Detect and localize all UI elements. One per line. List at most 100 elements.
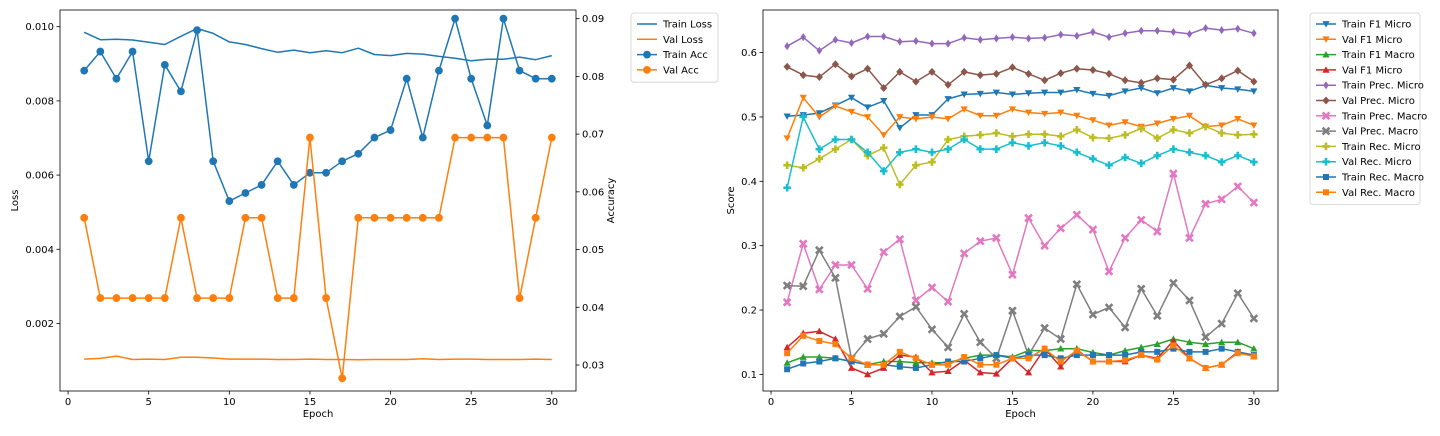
x-tick-label: 0 (65, 397, 71, 408)
data-point (1201, 199, 1210, 209)
data-point (451, 133, 459, 142)
legend-item: Train F1 Macro (1316, 50, 1415, 61)
data-point (1233, 182, 1243, 191)
data-point (1217, 129, 1226, 137)
data-point (782, 297, 792, 307)
data-point (944, 96, 952, 103)
data-point (879, 144, 888, 152)
data-point (815, 353, 823, 360)
data-point (913, 37, 919, 46)
data-point (1041, 345, 1048, 352)
data-point (322, 168, 330, 177)
data-point (1105, 69, 1113, 78)
data-point (1008, 270, 1017, 279)
data-point (1249, 314, 1259, 323)
data-point (1233, 131, 1242, 139)
legend-label: Train F1 Macro (1341, 50, 1415, 61)
data-point (1153, 90, 1161, 97)
data-point (993, 361, 1000, 368)
legend-marker (643, 66, 651, 74)
data-point (1218, 85, 1226, 92)
y-tick-label: 0.5 (741, 112, 757, 123)
data-point (864, 32, 871, 41)
data-point (1185, 233, 1194, 243)
data-point (1089, 133, 1097, 142)
legend-label: Val Prec. Micro (1342, 96, 1415, 107)
data-point (912, 145, 920, 153)
data-point (483, 133, 492, 142)
legend-marker (1322, 36, 1330, 43)
data-point (1122, 29, 1128, 38)
data-point (912, 359, 920, 366)
data-point (1089, 352, 1096, 359)
data-point (1008, 91, 1017, 99)
data-point (975, 236, 985, 246)
data-point (799, 71, 807, 80)
data-point (1218, 345, 1225, 352)
series-2-7 (782, 169, 1259, 307)
x-axis-label: Epoch (1005, 409, 1036, 420)
data-point (848, 355, 855, 362)
legend-marker (1322, 66, 1330, 73)
series-1-4 (80, 133, 556, 383)
data-point (1251, 29, 1257, 38)
data-point (961, 33, 967, 42)
data-point (879, 247, 889, 257)
data-point (960, 91, 968, 99)
data-point (992, 89, 1000, 97)
data-point (1234, 338, 1242, 346)
data-point (960, 106, 968, 113)
data-point (144, 157, 153, 166)
series-2-9 (783, 122, 1258, 189)
data-point (1185, 112, 1194, 120)
data-point (80, 66, 89, 75)
data-point (1025, 34, 1032, 43)
data-point (1201, 80, 1210, 89)
legend-marker (1322, 21, 1330, 28)
data-point (1056, 334, 1066, 344)
data-point (1234, 24, 1241, 33)
data-point (863, 148, 872, 157)
data-point (944, 145, 952, 153)
data-point (1185, 338, 1194, 346)
x-tick-label: 20 (1087, 397, 1100, 408)
data-point (531, 74, 540, 83)
data-point (418, 133, 427, 142)
data-point (1201, 151, 1210, 160)
data-point (945, 39, 951, 48)
data-point (1057, 30, 1064, 39)
data-point (322, 294, 330, 302)
data-point (928, 361, 935, 368)
data-point (1154, 26, 1161, 35)
data-point (96, 294, 105, 302)
data-point (784, 366, 791, 373)
series-line (786, 116, 1255, 188)
legend-marker (1322, 96, 1330, 105)
data-point (1105, 134, 1113, 143)
data-point (1056, 223, 1066, 233)
data-point (1089, 154, 1097, 163)
data-point (1234, 350, 1241, 357)
data-point (467, 74, 476, 83)
data-point (1153, 74, 1161, 83)
data-point (177, 213, 185, 222)
data-point (960, 67, 968, 76)
data-point (1024, 109, 1033, 117)
data-point (815, 154, 824, 163)
data-point (976, 90, 984, 98)
legend-item: Val Rec. Micro (1316, 157, 1412, 168)
data-point (912, 112, 920, 119)
data-point (816, 358, 823, 365)
data-point (1024, 90, 1033, 97)
data-point (1234, 86, 1242, 93)
data-point (977, 355, 984, 362)
data-point (815, 327, 823, 335)
data-point (1088, 310, 1098, 319)
data-point (1154, 348, 1161, 355)
data-point (831, 335, 840, 342)
data-point (1153, 120, 1161, 127)
data-point (945, 358, 952, 365)
data-point (1250, 345, 1258, 352)
